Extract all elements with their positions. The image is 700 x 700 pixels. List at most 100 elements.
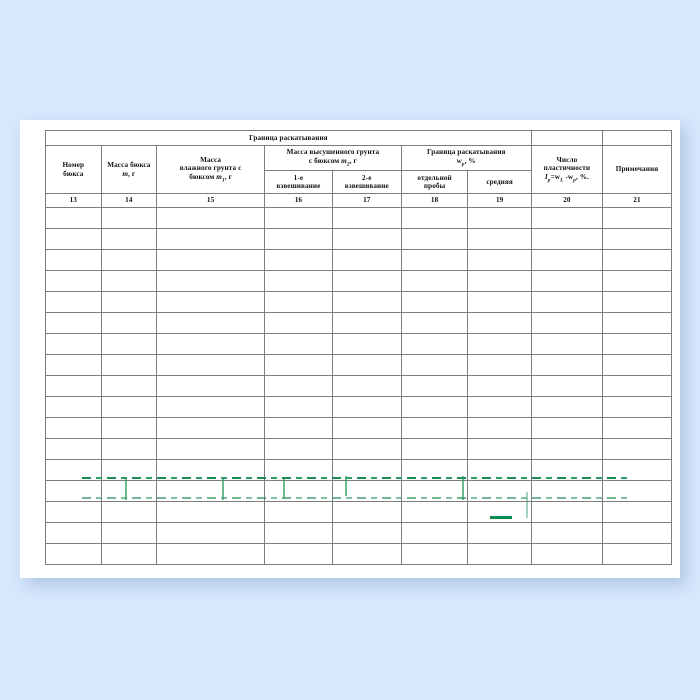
table-cell[interactable] — [530, 333, 604, 355]
table-cell[interactable] — [530, 291, 604, 313]
table-cell[interactable] — [467, 417, 532, 439]
table-cell[interactable] — [530, 396, 604, 418]
table-cell[interactable] — [100, 375, 158, 397]
table-cell[interactable] — [530, 501, 604, 523]
table-row[interactable] — [45, 354, 672, 376]
table-cell[interactable] — [45, 375, 102, 397]
table-cell[interactable] — [602, 501, 672, 523]
table-cell[interactable] — [100, 543, 158, 565]
table-row[interactable] — [45, 312, 672, 334]
table-cell[interactable] — [156, 396, 265, 418]
table-cell[interactable] — [530, 228, 604, 250]
table-cell[interactable] — [100, 438, 158, 460]
table-cell[interactable] — [400, 270, 469, 292]
table-cell[interactable] — [156, 543, 265, 565]
table-cell[interactable] — [530, 249, 604, 271]
table-cell[interactable] — [530, 417, 604, 439]
table-cell[interactable] — [100, 417, 158, 439]
table-cell[interactable] — [467, 270, 532, 292]
table-cell[interactable] — [467, 291, 532, 313]
table-cell[interactable] — [400, 396, 469, 418]
table-cell[interactable] — [45, 501, 102, 523]
table-row[interactable] — [45, 249, 672, 271]
table-cell[interactable] — [156, 312, 265, 334]
table-cell[interactable] — [400, 417, 469, 439]
table-cell[interactable] — [400, 249, 469, 271]
table-cell[interactable] — [400, 375, 469, 397]
table-cell[interactable] — [264, 312, 333, 334]
table-cell[interactable] — [100, 249, 158, 271]
table-cell[interactable] — [400, 354, 469, 376]
table-cell[interactable] — [100, 396, 158, 418]
table-cell[interactable] — [530, 522, 604, 544]
table-row[interactable] — [45, 501, 672, 523]
table-cell[interactable] — [331, 228, 402, 250]
table-row[interactable] — [45, 396, 672, 418]
table-cell[interactable] — [100, 228, 158, 250]
table-row[interactable] — [45, 333, 672, 355]
table-cell[interactable] — [156, 354, 265, 376]
table-cell[interactable] — [45, 543, 102, 565]
table-cell[interactable] — [331, 375, 402, 397]
table-cell[interactable] — [400, 207, 469, 229]
table-cell[interactable] — [467, 543, 532, 565]
table-cell[interactable] — [467, 375, 532, 397]
table-cell[interactable] — [264, 354, 333, 376]
table-cell[interactable] — [100, 207, 158, 229]
table-cell[interactable] — [602, 543, 672, 565]
table-cell[interactable] — [467, 354, 532, 376]
table-cell[interactable] — [264, 249, 333, 271]
table-cell[interactable] — [45, 354, 102, 376]
table-cell[interactable] — [264, 438, 333, 460]
table-cell[interactable] — [467, 207, 532, 229]
table-cell[interactable] — [100, 459, 158, 481]
table-cell[interactable] — [45, 207, 102, 229]
table-cell[interactable] — [156, 228, 265, 250]
table-cell[interactable] — [331, 249, 402, 271]
table-cell[interactable] — [467, 501, 532, 523]
table-cell[interactable] — [331, 522, 402, 544]
table-cell[interactable] — [45, 291, 102, 313]
table-cell[interactable] — [100, 270, 158, 292]
table-cell[interactable] — [156, 270, 265, 292]
table-cell[interactable] — [602, 291, 672, 313]
table-cell[interactable] — [400, 312, 469, 334]
table-cell[interactable] — [602, 417, 672, 439]
table-cell[interactable] — [45, 417, 102, 439]
table-cell[interactable] — [331, 312, 402, 334]
table-cell[interactable] — [602, 333, 672, 355]
table-cell[interactable] — [331, 207, 402, 229]
table-row[interactable] — [45, 270, 672, 292]
table-cell[interactable] — [331, 291, 402, 313]
table-cell[interactable] — [45, 522, 102, 544]
table-cell[interactable] — [602, 375, 672, 397]
table-cell[interactable] — [530, 480, 604, 502]
table-cell[interactable] — [264, 396, 333, 418]
table-cell[interactable] — [100, 312, 158, 334]
table-cell[interactable] — [264, 270, 333, 292]
table-cell[interactable] — [400, 459, 469, 481]
table-row[interactable] — [45, 228, 672, 250]
table-cell[interactable] — [331, 480, 402, 502]
table-cell[interactable] — [264, 207, 333, 229]
table-cell[interactable] — [100, 522, 158, 544]
table-row[interactable] — [45, 438, 672, 460]
table-cell[interactable] — [45, 438, 102, 460]
table-cell[interactable] — [331, 459, 402, 481]
table-cell[interactable] — [100, 333, 158, 355]
table-cell[interactable] — [602, 396, 672, 418]
table-cell[interactable] — [264, 459, 333, 481]
table-cell[interactable] — [264, 417, 333, 439]
table-cell[interactable] — [467, 396, 532, 418]
table-cell[interactable] — [156, 522, 265, 544]
table-cell[interactable] — [331, 543, 402, 565]
table-cell[interactable] — [602, 354, 672, 376]
table-cell[interactable] — [602, 270, 672, 292]
table-cell[interactable] — [45, 480, 102, 502]
table-cell[interactable] — [156, 207, 265, 229]
table-cell[interactable] — [530, 375, 604, 397]
table-cell[interactable] — [156, 480, 265, 502]
table-cell[interactable] — [156, 291, 265, 313]
table-cell[interactable] — [264, 333, 333, 355]
table-row[interactable] — [45, 459, 672, 481]
